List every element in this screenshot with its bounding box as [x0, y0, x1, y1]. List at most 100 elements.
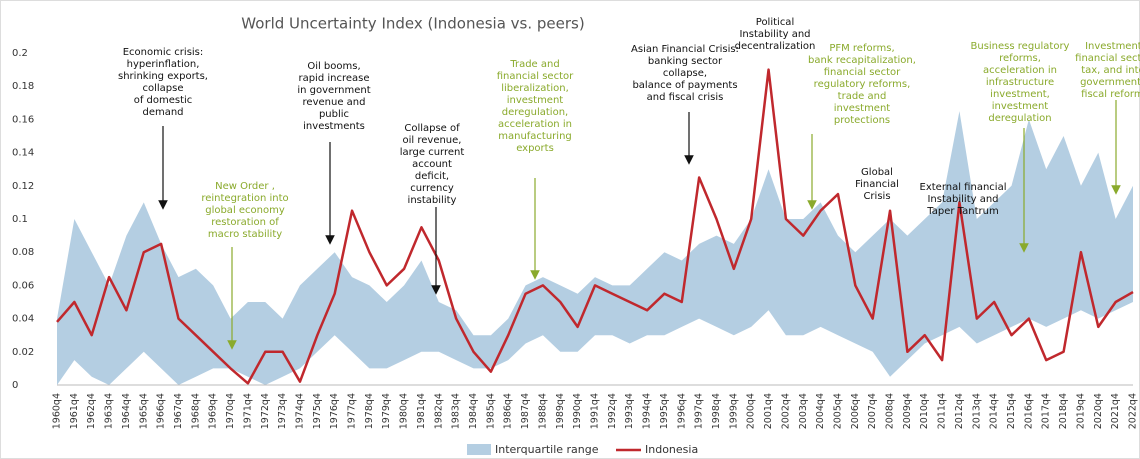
x-tick-label: 2016q4: [1023, 393, 1034, 429]
x-tick-label: 2009q4: [902, 393, 913, 429]
x-tick-label: 1986q4: [503, 393, 514, 429]
x-tick-label: 1973q4: [277, 393, 288, 429]
annotation-text: revenue and: [303, 97, 366, 108]
x-tick-label: 1963q4: [104, 393, 115, 429]
annotation-text: Instability and: [927, 194, 998, 205]
annotation-text: collapse: [142, 83, 183, 94]
annotation-text: fiscal reforms: [1081, 89, 1140, 100]
x-tick-label: 2014q4: [989, 393, 1000, 429]
annotation-text: Trade and: [509, 59, 559, 70]
x-tick-label: 2018q4: [1058, 393, 1069, 429]
annotation-text: reforms,: [999, 53, 1041, 64]
annotation-text: instability: [408, 195, 457, 206]
y-tick-label: 0: [12, 380, 18, 391]
annotation-text: shrinking exports,: [118, 71, 208, 82]
annotation-text: Business regulatory: [971, 41, 1070, 52]
annotation-text: financial sector: [824, 67, 901, 78]
x-tick-label: 1995q4: [659, 393, 670, 429]
annotation-text: of domestic: [134, 95, 193, 106]
y-tick-label: 0.1: [12, 214, 28, 225]
x-tick-label: 2011q4: [937, 393, 948, 429]
annotation-text: currency: [410, 183, 454, 194]
x-tick-label: 1997q4: [694, 393, 705, 429]
annotation-text: infrastructure: [986, 77, 1054, 88]
annotation-text: Instability and: [739, 29, 810, 40]
annotation-text: balance of payments: [632, 80, 737, 91]
annotation-text: rapid increase: [298, 73, 369, 84]
x-tick-label: 1971q4: [242, 393, 253, 429]
y-tick-label: 0.2: [12, 48, 28, 59]
y-tick-label: 0.16: [12, 114, 34, 125]
x-tick-label: 1983q4: [451, 393, 462, 429]
annotation-text: Global: [861, 167, 893, 178]
x-tick-label: 1981q4: [416, 393, 427, 429]
annotation-text: global economy: [205, 205, 285, 216]
annotation-text: acceleration in: [983, 65, 1057, 76]
x-tick-label: 2008q4: [885, 393, 896, 429]
x-tick-label: 2005q4: [832, 393, 843, 429]
x-tick-label: 2021q4: [1110, 393, 1121, 429]
annotation-text: Asian Financial Crisis:: [631, 44, 739, 55]
indonesia-line: [56, 68, 1134, 385]
annotation-text: investment: [834, 103, 891, 114]
x-tick-label: 1988q4: [537, 393, 548, 429]
x-tick-label: 1961q4: [69, 393, 80, 429]
x-tick-label: 1987q4: [520, 393, 531, 429]
x-tick-label: 1972q4: [260, 393, 271, 429]
x-tick-label: 1960q4: [52, 393, 63, 429]
annotation-text: investments: [303, 121, 365, 132]
x-tick-label: 1979q4: [381, 393, 392, 429]
legend-swatch: [467, 444, 491, 455]
annotation-text: bank recapitalization,: [808, 55, 916, 66]
x-tick-label: 1967q4: [173, 393, 184, 429]
x-tick-label: 1994q4: [642, 393, 653, 429]
x-tick-label: 1992q4: [607, 393, 618, 429]
x-tick-label: 1984q4: [468, 393, 479, 429]
x-tick-label: 2010q4: [919, 393, 930, 429]
x-tick-label: 2004q4: [815, 393, 826, 429]
annotation-text: macro stability: [208, 229, 282, 240]
x-tick-label: 1969q4: [208, 393, 219, 429]
annotation-text: decentralization: [735, 41, 816, 52]
annotation-text: financial sector,: [1075, 53, 1140, 64]
x-tick-label: 1990q4: [572, 393, 583, 429]
x-tick-label: 2013q4: [971, 393, 982, 429]
x-tick-label: 2003q4: [798, 393, 809, 429]
x-tick-label: 1978q4: [364, 393, 375, 429]
x-tick-label: 1974q4: [294, 393, 305, 429]
annotation-text: reintegration into: [201, 193, 288, 204]
annotation-text: liberalization,: [501, 83, 569, 94]
x-tick-label: 2012q4: [954, 393, 965, 429]
annotation-text: manufacturing: [498, 131, 572, 142]
annotation-text: Financial: [855, 179, 899, 190]
annotation-text: investment: [992, 101, 1049, 112]
annotation-text: Taper Tantrum: [926, 206, 998, 217]
chart-title: World Uncertainty Index (Indonesia vs. p…: [241, 15, 584, 33]
x-tick-label: 2000q4: [746, 393, 757, 429]
y-tick-label: 0.14: [12, 148, 34, 159]
x-tick-label: 1998q4: [711, 393, 722, 429]
annotation-text: deregulation: [988, 113, 1051, 124]
annotation-text: New Order ,: [215, 181, 275, 192]
x-tick-label: 1993q4: [624, 393, 635, 429]
x-tick-label: 1985q4: [485, 393, 496, 429]
annotation-text: demand: [142, 107, 183, 118]
y-tick-label: 0.06: [12, 280, 34, 291]
annotation-text: banking sector: [648, 56, 723, 67]
annotation-text: deregulation,: [502, 107, 568, 118]
x-tick-label: 1965q4: [138, 393, 149, 429]
annotation-text: collapse,: [663, 68, 707, 79]
y-tick-label: 0.12: [12, 181, 34, 192]
x-tick-label: 2007q4: [867, 393, 878, 429]
annotation-text: protections: [834, 115, 890, 126]
x-tick-label: 1962q4: [86, 393, 97, 429]
x-tick-label: 1999q4: [728, 393, 739, 429]
annotation-text: Political: [756, 17, 794, 28]
x-tick-label: 2019q4: [1075, 393, 1086, 429]
x-tick-label: 1982q4: [433, 393, 444, 429]
x-tick-label: 1980q4: [399, 393, 410, 429]
x-tick-label: 2006q4: [850, 393, 861, 429]
x-tick-label: 1975q4: [312, 393, 323, 429]
annotation-text: regulatory reforms,: [814, 79, 911, 90]
x-tick-label: 1989q4: [555, 393, 566, 429]
